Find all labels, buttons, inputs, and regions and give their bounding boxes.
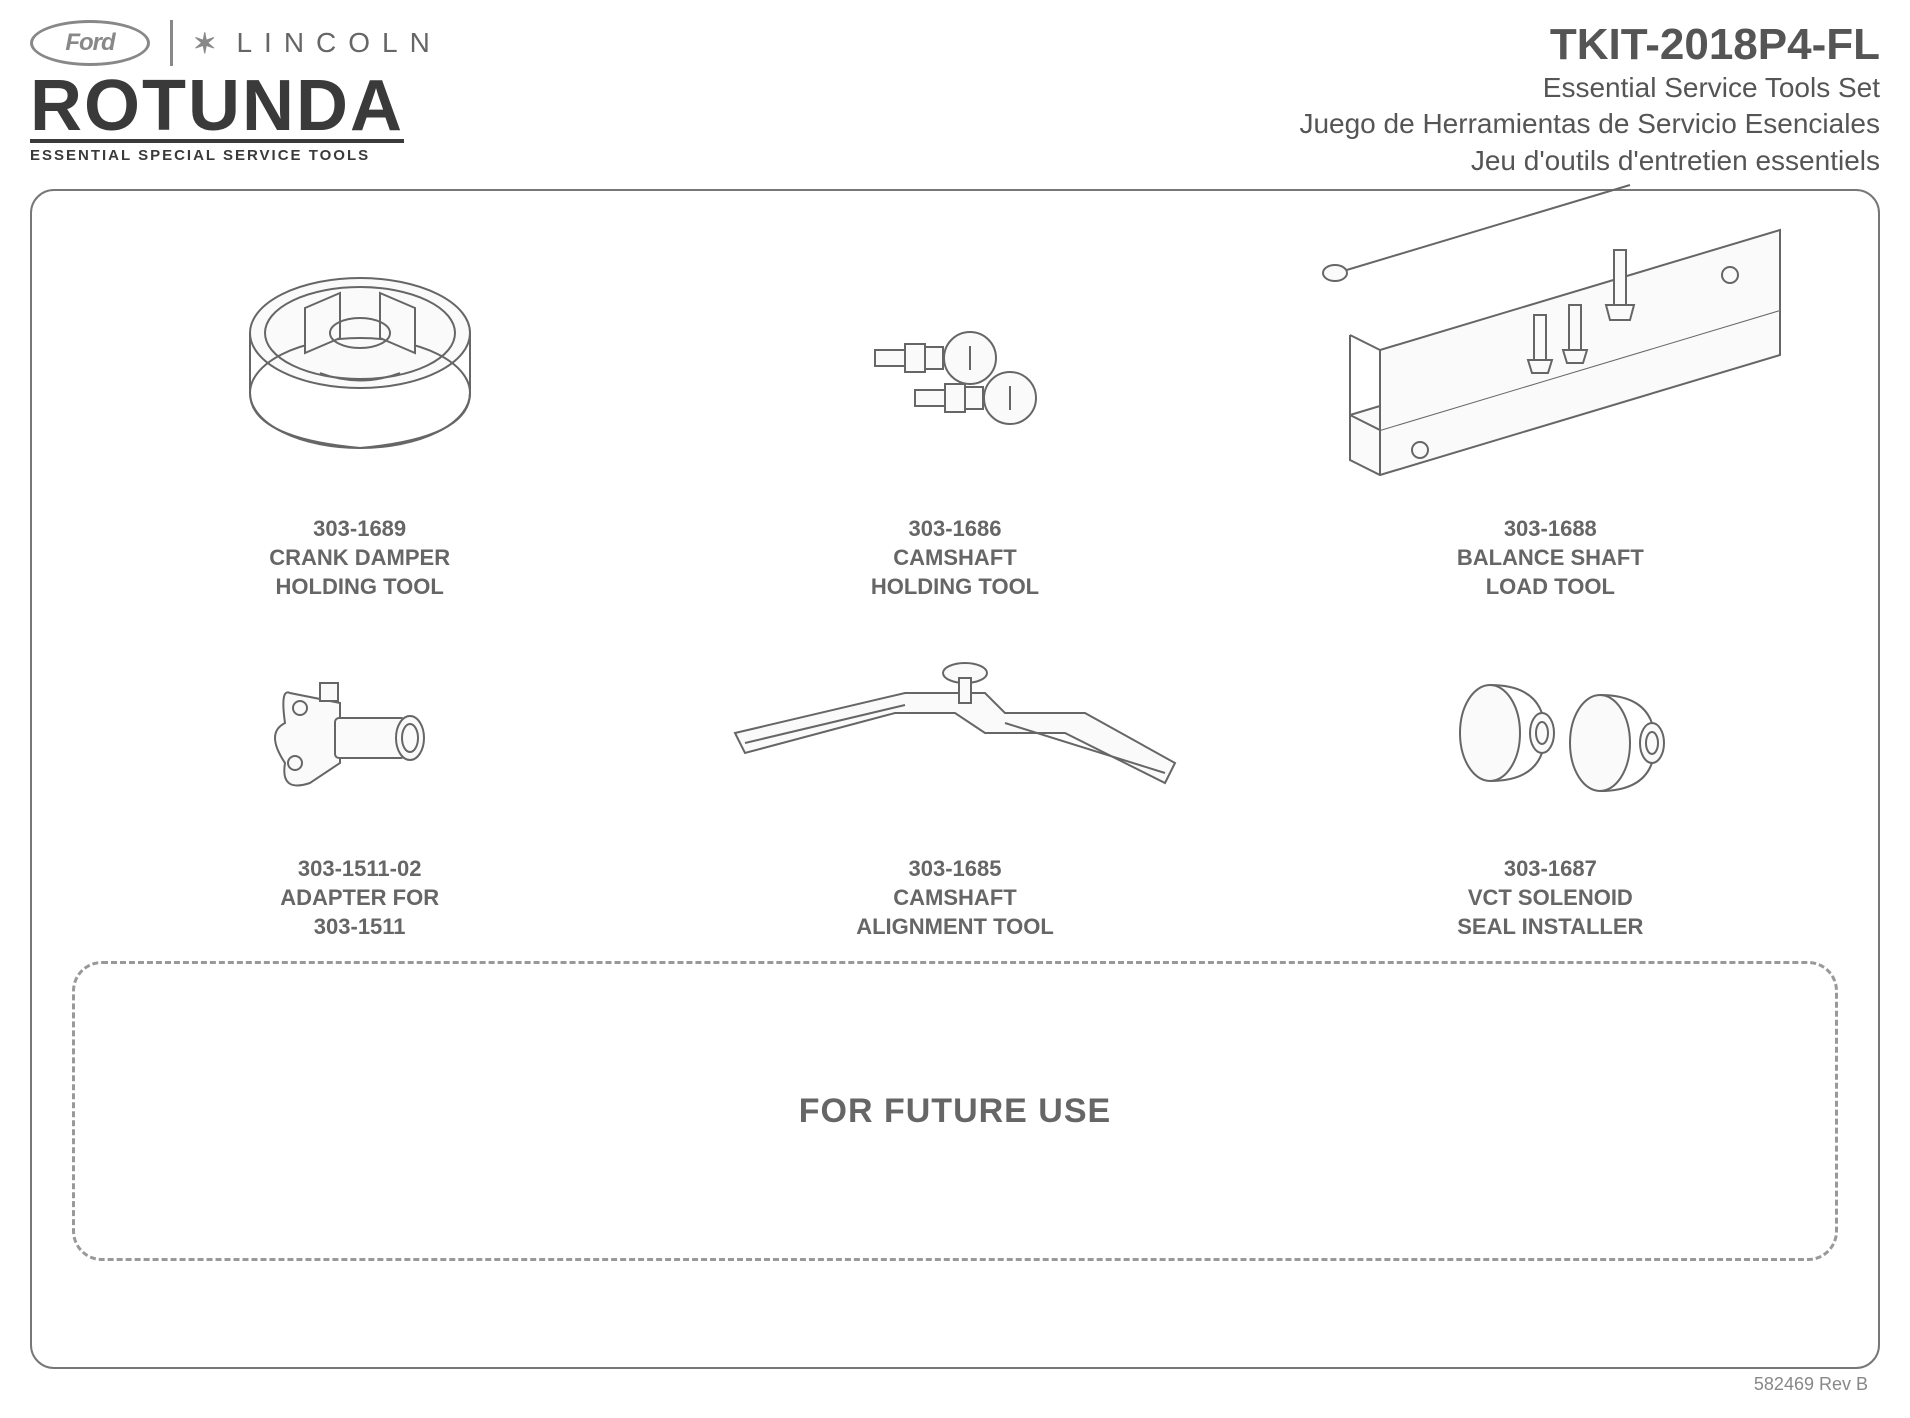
tool-name2: HOLDING TOOL xyxy=(871,573,1039,602)
brand-logos-row: Ford ✶ LINCOLN xyxy=(30,20,442,66)
tool-name1: BALANCE SHAFT xyxy=(1457,544,1644,573)
tool-name1: VCT SOLENOID xyxy=(1457,884,1643,913)
tool-part: 303-1511-02 xyxy=(280,855,439,884)
tool-camshaft-holding: 303-1686 CAMSHAFT HOLDING TOOL xyxy=(667,221,1242,601)
tool-adapter: 303-1511-02 ADAPTER FOR 303-1511 xyxy=(72,611,647,941)
tool-part: 303-1687 xyxy=(1457,855,1643,884)
tool-grid: 303-1689 CRANK DAMPER HOLDING TOOL xyxy=(72,221,1838,941)
tool-name2: ALIGNMENT TOOL xyxy=(856,913,1054,942)
rotunda-subtitle: ESSENTIAL SPECIAL SERVICE TOOLS xyxy=(30,147,442,164)
tool-image xyxy=(667,221,1242,515)
main-frame: 303-1689 CRANK DAMPER HOLDING TOOL xyxy=(30,189,1880,1369)
tool-image xyxy=(1263,611,1838,855)
title-block: TKIT-2018P4-FL Essential Service Tools S… xyxy=(1299,20,1880,179)
rotunda-wordmark: ROTUNDA xyxy=(30,74,404,143)
tool-name1: CRANK DAMPER xyxy=(269,544,450,573)
tool-balance-shaft: 303-1688 BALANCE SHAFT LOAD TOOL xyxy=(1263,221,1838,601)
tool-image xyxy=(1263,215,1838,515)
tool-part: 303-1689 xyxy=(269,515,450,544)
subtitle-en: Essential Service Tools Set xyxy=(1299,70,1880,106)
tool-vct-seal: 303-1687 VCT SOLENOID SEAL INSTALLER xyxy=(1263,611,1838,941)
tool-crank-damper: 303-1689 CRANK DAMPER HOLDING TOOL xyxy=(72,221,647,601)
subtitle-es: Juego de Herramientas de Servicio Esenci… xyxy=(1299,106,1880,142)
tool-image xyxy=(667,611,1242,855)
header: Ford ✶ LINCOLN ROTUNDA ESSENTIAL SPECIAL… xyxy=(30,20,1880,179)
tool-name1: ADAPTER FOR xyxy=(280,884,439,913)
lincoln-star-icon: ✶ xyxy=(193,27,216,60)
tool-image xyxy=(72,221,647,515)
tool-name1: CAMSHAFT xyxy=(871,544,1039,573)
tool-part: 303-1688 xyxy=(1457,515,1644,544)
tool-image xyxy=(72,611,647,855)
brand-block: Ford ✶ LINCOLN ROTUNDA ESSENTIAL SPECIAL… xyxy=(30,20,442,164)
tool-name1: CAMSHAFT xyxy=(856,884,1054,913)
tool-camshaft-alignment: 303-1685 CAMSHAFT ALIGNMENT TOOL xyxy=(667,611,1242,941)
future-use-label: FOR FUTURE USE xyxy=(799,1092,1111,1131)
tool-name2: LOAD TOOL xyxy=(1457,573,1644,602)
tool-name2: SEAL INSTALLER xyxy=(1457,913,1643,942)
tool-name2: HOLDING TOOL xyxy=(269,573,450,602)
kit-code: TKIT-2018P4-FL xyxy=(1299,20,1880,70)
ford-logo: Ford xyxy=(30,20,150,66)
brand-divider xyxy=(170,20,173,66)
future-use-box: FOR FUTURE USE xyxy=(72,961,1838,1261)
tool-part: 303-1685 xyxy=(856,855,1054,884)
lincoln-label: LINCOLN xyxy=(236,27,441,59)
revision-label: 582469 Rev B xyxy=(1754,1374,1868,1395)
tool-part: 303-1686 xyxy=(871,515,1039,544)
tool-name2: 303-1511 xyxy=(280,913,439,942)
subtitle-fr: Jeu d'outils d'entretien essentiels xyxy=(1299,143,1880,179)
